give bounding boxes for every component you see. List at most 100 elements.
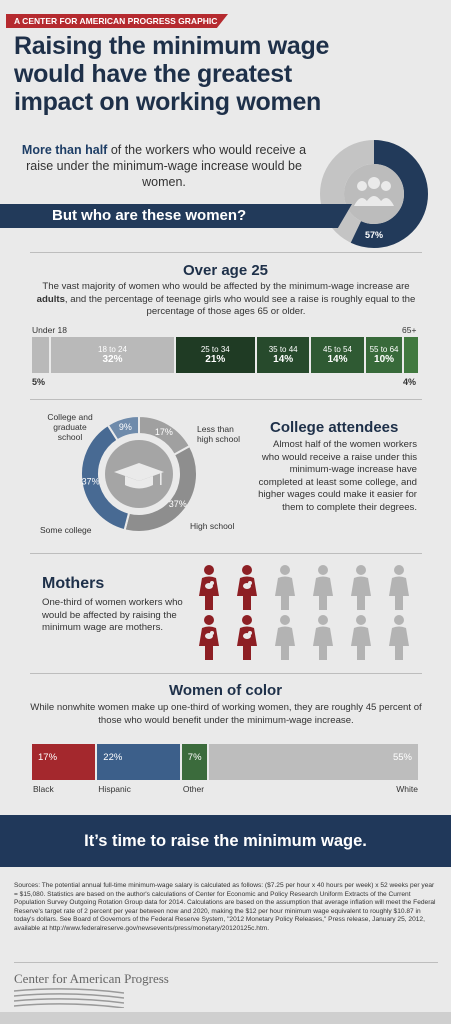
age-segment-4: 45 to 54 14% [311,337,366,373]
age-segment-1: 18 to 24 32% [51,337,176,373]
divider [30,553,422,554]
color-segment-label: Black [33,784,54,794]
intro-rest: of the workers who would receive a raise… [26,143,307,189]
cap-logo-flag-icon [14,988,124,1008]
age-segment-0 [32,337,52,373]
woman-figure-icon [312,614,334,660]
age-text-bold: adults [36,293,65,305]
mother-figure-icon [236,614,258,660]
color-segment-pct: 22% [103,752,123,763]
title-line-2: would have the greatest [14,60,292,88]
edu-label-less-b: high school [197,434,241,444]
age-text: The vast majority of women who would be … [30,281,422,319]
color-segment-label: White [396,784,418,794]
edu-slice-pct: 37% [82,477,100,487]
question-banner: But who are these women? [0,204,352,228]
intro-text: More than half of the workers who would … [14,142,314,190]
women-group-icon [354,177,394,206]
over65-pct: 4% [403,377,417,387]
color-segment-pct: 55% [392,752,412,763]
graduation-cap-icon [114,463,164,489]
color-segment-label: Other [182,784,205,794]
edu-slice-pct: 9% [119,422,132,432]
mother-figure-icon [198,614,220,660]
title-line-3: impact on working women [14,88,322,116]
divider [30,673,422,674]
color-segment-pct: 7% [187,752,202,763]
color-text: While nonwhite women make up one-third o… [30,702,422,726]
age-text-a: The vast majority of women who would be … [42,281,410,292]
edu-label-grad-b: graduate school [53,422,87,442]
color-segment-black: 17% [32,744,98,780]
age-segment-label: 55 to 64 [369,345,399,354]
age-segment-2: 25 to 34 21% [175,337,258,373]
woman-figure-icon [388,614,410,660]
divider [14,962,438,963]
woman-figure-icon [274,614,296,660]
edu-label-hs: High school [190,521,235,531]
color-title: Women of color [168,682,283,699]
color-segment-label: Hispanic [98,784,131,794]
color-bar-labels: Black Hispanic Other White [32,784,420,796]
mothers-figure-grid [198,564,422,664]
woman-figure-icon [350,564,372,610]
woman-figure-icon [388,564,410,610]
woman-figure-icon [350,614,372,660]
under18-label: Under 18 [32,325,67,335]
edu-slice-3 [106,414,140,442]
page-title: Raising the minimum wage would have the … [14,32,444,116]
age-segment-6 [404,337,420,373]
age-segment-label: 35 to 44 [268,345,298,354]
edu-label-less: Less than high school [197,424,240,444]
edu-slice-pct: 37% [169,499,187,509]
education-title: College attendees [270,419,399,436]
education-text: Almost half of the women workers who wou… [258,439,417,513]
age-segment-label: 18 to 24 [98,345,127,354]
cta-banner: It’s time to raise the minimum wage. [0,815,451,867]
mothers-title: Mothers [42,575,105,592]
education-donut: 17% 37% 37% 9% [80,414,198,533]
donut-center [344,164,404,224]
under18-pct: 5% [32,377,46,387]
header-tag: A CENTER FOR AMERICAN PROGRESS GRAPHIC [6,14,228,28]
color-segment-pct: 17% [38,752,58,763]
cap-logo-text: Center for American Progress [14,971,169,986]
divider [30,399,422,400]
color-bar: 17% 22% 7% 55% [32,744,420,780]
age-segment-pct: 32% [102,354,123,365]
age-segment-pct: 21% [205,354,226,365]
woman-figure-icon [312,564,334,610]
edu-label-grad: College and graduate school [40,412,100,442]
intro-bold: More than half [21,143,108,157]
age-segment-3: 35 to 44 14% [257,337,312,373]
donut-women-arc [320,140,428,248]
over65-label: 65+ [402,325,417,335]
mother-figure-icon [198,564,220,610]
age-segment-label: 25 to 34 [200,345,230,354]
age-segment-pct: 14% [273,354,294,365]
title-line-1: Raising the minimum wage [14,32,330,60]
women-share-donut: 57% [320,140,428,248]
age-segment-pct: 14% [327,354,348,365]
age-text-b: , and the percentage of teenage girls wh… [64,293,416,318]
edu-label-less-a: Less than [197,424,234,434]
age-segment-label: 45 to 54 [323,345,352,354]
divider [30,252,422,253]
woman-figure-icon [274,564,296,610]
sources-text: Sources: The potential annual full-time … [14,882,436,932]
color-segment-white: 55% [208,744,420,780]
edu-label-grad-a: College and [47,412,93,422]
donut-percent-label: 57% [365,230,383,240]
mothers-text: One-third of women workers who would be … [42,597,183,633]
mother-figure-icon [236,564,258,610]
age-title: Over age 25 [182,262,269,279]
age-segment-pct: 10% [374,354,395,365]
age-bar: 18 to 24 32% 25 to 34 21% 35 to 44 14% 45 to 5… [32,337,420,373]
edu-label-some: Some college [40,525,92,535]
color-segment-other: 7% [181,744,209,780]
footer-bar [0,1012,451,1024]
edu-slice-pct: 17% [155,427,173,437]
color-segment-hispanic: 22% [97,744,182,780]
age-segment-5: 55 to 64 10% [365,337,405,373]
